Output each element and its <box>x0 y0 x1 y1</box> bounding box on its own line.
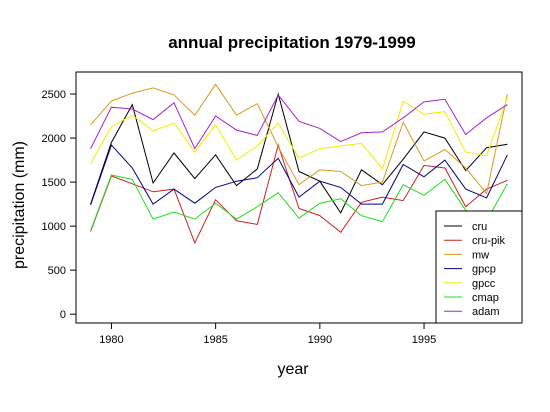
x-tick-label: 1980 <box>99 334 123 346</box>
legend-label: cru-pik <box>472 235 506 247</box>
y-tick-label: 1500 <box>42 177 66 189</box>
chart-title: annual precipitation 1979-1999 <box>168 33 416 52</box>
series-line-mw <box>90 83 508 195</box>
series-line-gpcc <box>90 97 508 170</box>
series-line-adam <box>90 93 508 150</box>
legend-label: adam <box>472 306 500 318</box>
series-line-gpcp <box>90 144 508 206</box>
x-axis-label: year <box>277 361 309 378</box>
series-line-cru-pik <box>90 143 508 245</box>
legend-label: gpcc <box>472 278 496 290</box>
legend-label: gpcp <box>472 264 496 276</box>
y-tick-label: 2000 <box>42 133 66 145</box>
series-line-cmap <box>90 174 508 231</box>
series-line-cru <box>90 92 508 214</box>
y-axis-label: precipitation (mm) <box>11 141 28 269</box>
x-tick-label: 1995 <box>412 334 436 346</box>
y-tick-label: 2500 <box>42 89 66 101</box>
y-tick-label: 500 <box>48 265 66 277</box>
x-tick-label: 1990 <box>308 334 332 346</box>
legend-box <box>435 210 523 324</box>
legend-label: cru <box>472 221 487 233</box>
x-tick-label: 1985 <box>203 334 227 346</box>
legend-label: cmap <box>472 292 499 304</box>
y-tick-label: 1000 <box>42 221 66 233</box>
legend-label: mw <box>472 249 489 261</box>
plot-frame <box>75 71 523 324</box>
plot-area: 1980 1985 1990 1995 0 500 1000 1500 2000 2500 cru c… <box>42 71 523 346</box>
y-tick-label: 0 <box>60 309 66 321</box>
